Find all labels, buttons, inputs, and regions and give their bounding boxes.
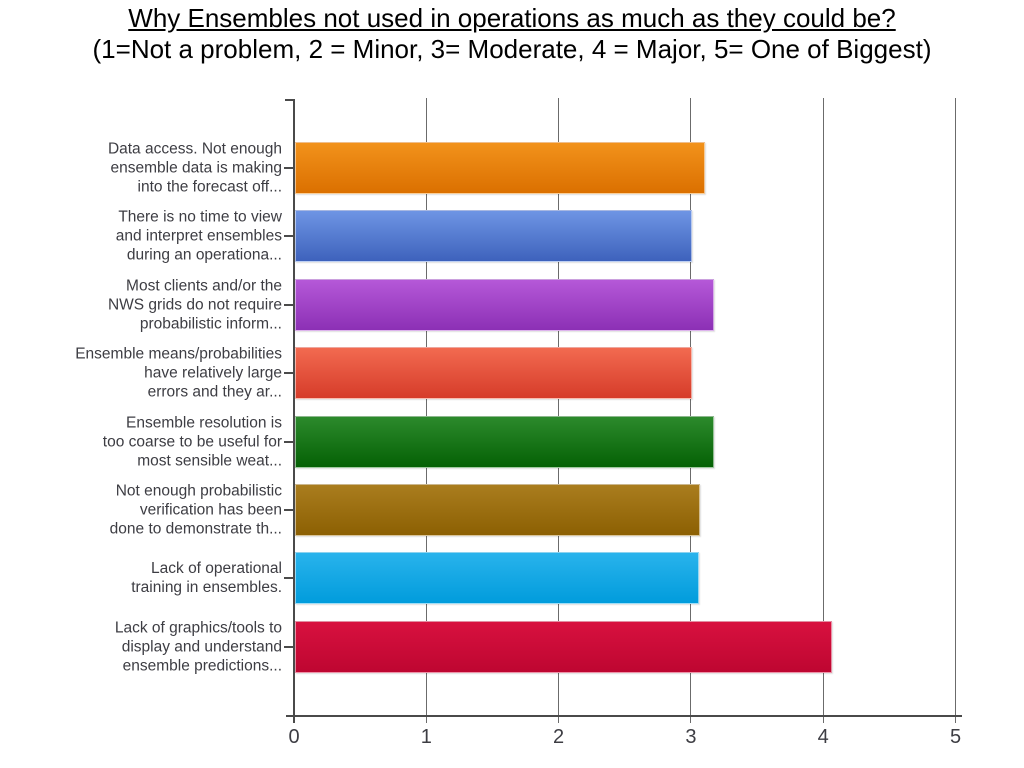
category-tick	[284, 372, 294, 375]
category-label: Most clients and/or the NWS grids do not…	[107, 277, 282, 333]
x-tick-label: 1	[420, 726, 432, 748]
category-label: Ensemble means/probabilities have relati…	[75, 345, 282, 401]
x-tick-label: 3	[685, 726, 697, 748]
x-tick-label: 4	[817, 726, 829, 748]
bar	[295, 278, 715, 331]
gridline	[425, 98, 427, 723]
chart-header: Why Ensembles not used in operations as …	[0, 3, 1024, 65]
x-tick-label: 0	[288, 726, 300, 748]
category-label: Data access. Not enough ensemble data is…	[107, 140, 282, 196]
y-axis-line	[293, 100, 295, 723]
category-tick	[284, 303, 294, 306]
bar	[295, 347, 692, 400]
category-tick	[284, 509, 294, 511]
category-label: Not enough probabilistic verification ha…	[109, 482, 282, 538]
y-axis-top-tick	[285, 99, 295, 101]
bar	[295, 620, 833, 673]
gridline	[955, 98, 956, 723]
gridline	[558, 98, 560, 723]
category-label: Lack of operational training in ensemble…	[131, 560, 282, 597]
gridline	[822, 98, 824, 723]
category-label: Ensemble resolution is too coarse to be …	[102, 414, 282, 470]
bar	[295, 484, 700, 536]
x-axis-line	[286, 715, 962, 717]
category-label: Lack of graphics/tools to display and un…	[114, 619, 282, 675]
chart-subtitle: (1=Not a problem, 2 = Minor, 3= Moderate…	[92, 34, 932, 64]
category-label: There is no time to view and interpret e…	[115, 208, 282, 264]
bar	[295, 415, 715, 468]
category-tick	[284, 577, 294, 580]
gridline	[690, 98, 692, 723]
bar	[295, 142, 706, 194]
bar	[295, 552, 699, 605]
category-tick	[284, 167, 294, 169]
category-tick	[284, 235, 294, 238]
x-tick-label: 2	[553, 726, 565, 748]
category-tick	[284, 645, 294, 648]
chart-title: Why Ensembles not used in operations as …	[128, 3, 896, 33]
category-tick	[284, 440, 294, 443]
x-tick-label: 5	[949, 726, 962, 748]
bar	[295, 210, 692, 263]
